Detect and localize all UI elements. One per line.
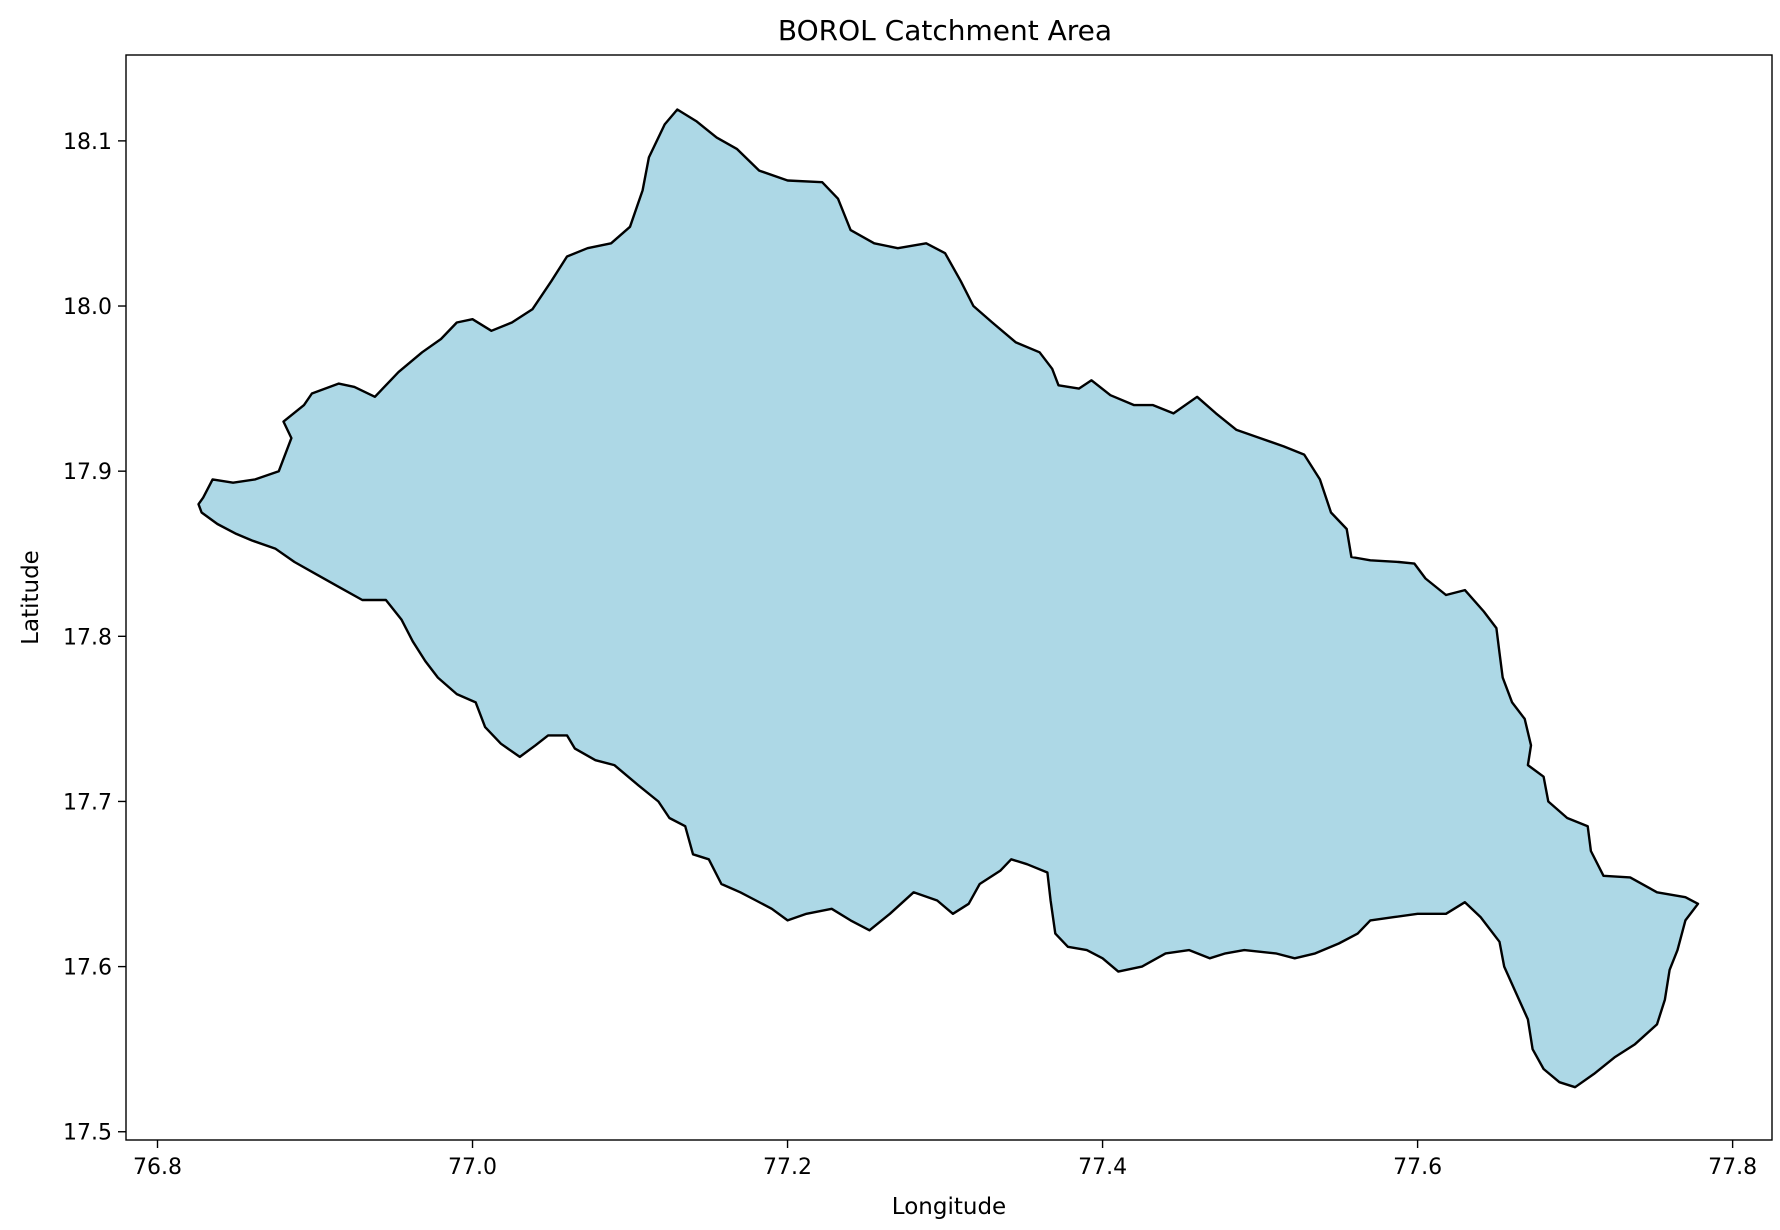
chart-title: BOROL Catchment Area: [778, 14, 1112, 47]
x-axis-ticks: 76.8 77.0 77.2 77.4 77.6 77.8: [133, 1140, 1757, 1180]
y-tick-label: 17.8: [63, 625, 112, 650]
y-tick-label: 17.9: [63, 460, 112, 485]
catchment-polygon: [197, 108, 1700, 1089]
y-tick-label: 18.1: [63, 130, 112, 155]
x-tick-label: 77.6: [1393, 1155, 1442, 1180]
y-tick-label: 17.6: [63, 956, 112, 981]
y-axis-ticks: 17.5 17.6 17.7 17.8 17.9 18.0 18.1: [63, 130, 126, 1146]
x-tick-label: 77.4: [1078, 1155, 1127, 1180]
y-tick-label: 18.0: [63, 295, 112, 320]
x-tick-label: 77.0: [448, 1155, 497, 1180]
x-tick-label: 77.8: [1708, 1155, 1757, 1180]
plot-area: [197, 108, 1700, 1089]
y-tick-label: 17.7: [63, 790, 112, 815]
y-axis-label: Latitude: [18, 550, 44, 645]
x-tick-label: 76.8: [133, 1155, 182, 1180]
y-tick-label: 17.5: [63, 1121, 112, 1146]
axes-frame: [125, 54, 1773, 1141]
x-axis-label: Longitude: [892, 1194, 1006, 1220]
x-tick-label: 77.2: [763, 1155, 812, 1180]
